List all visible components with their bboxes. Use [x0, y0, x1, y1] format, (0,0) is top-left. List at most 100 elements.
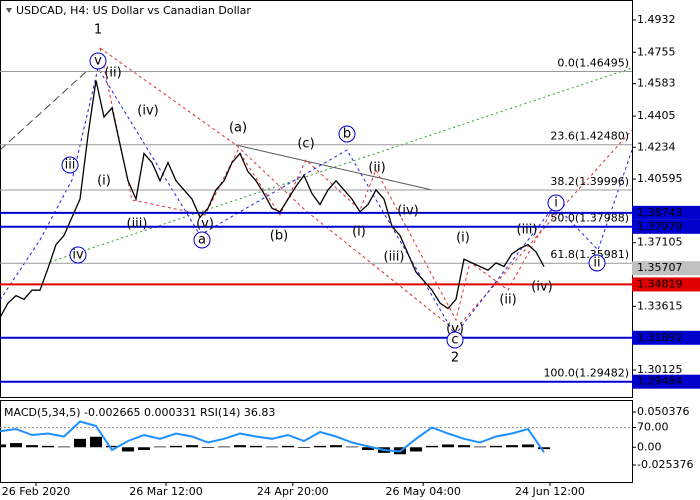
macd-bar — [0, 444, 6, 448]
wave-label: (ii) — [368, 161, 385, 176]
wave-label: b — [343, 127, 351, 142]
wave-label: a — [198, 233, 206, 248]
price-level-label: 1.31892 — [637, 331, 683, 344]
macd-bar — [474, 446, 486, 448]
wave-label: (v) — [196, 217, 214, 232]
macd-bar — [42, 445, 54, 448]
y-tick-label: 1.37105 — [637, 236, 683, 249]
price-level-box — [632, 205, 700, 220]
fib-label: 100.0(1.29482) — [543, 367, 629, 380]
y-tick-label: 1.4583 — [637, 77, 676, 90]
price-line — [0, 420, 545, 453]
wave-label: (iv) — [397, 204, 418, 219]
indicator-frame — [0, 400, 633, 483]
wave-label: i — [554, 196, 558, 211]
y-tick-label: 1.4932 — [637, 13, 676, 26]
wave-label: (b) — [270, 229, 288, 244]
fib-label: 50.0(1.37988) — [550, 212, 629, 225]
macd-bar — [538, 447, 550, 450]
wave-label: (i) — [97, 174, 111, 189]
wave-label: iv — [72, 248, 84, 263]
price-level-label: 1.38743 — [637, 206, 683, 219]
macd-bar — [10, 443, 22, 448]
wave-label: (iii) — [517, 223, 538, 238]
wave-circle — [69, 246, 87, 264]
wave-circle — [193, 231, 211, 249]
macd-bar — [298, 447, 310, 448]
wave-circle — [547, 194, 565, 212]
price-line — [0, 80, 545, 318]
y-tick-label: 1.40595 — [637, 172, 683, 185]
x-tick-label: 24 Jun 12:00 — [515, 485, 585, 498]
macd-bar — [138, 447, 150, 451]
wave-label: (i) — [456, 231, 470, 246]
price-level-label: 1.34819 — [637, 277, 683, 290]
indicator-title: MACD(5,34,5) -0.002665 0.000331 RSI(14) … — [4, 406, 275, 419]
macd-bar — [490, 445, 502, 448]
macd-bar — [506, 445, 518, 448]
macd-bar — [282, 445, 294, 448]
wave-label: c — [451, 333, 458, 348]
macd-bar — [218, 446, 230, 448]
y-tick-label: 1.4755 — [637, 45, 676, 58]
macd-bar — [74, 438, 86, 448]
wave-circle — [61, 156, 79, 174]
macd-bar — [346, 446, 358, 448]
y-tick-label: 1.33615 — [637, 299, 683, 312]
wave-label: (v) — [446, 322, 464, 337]
wave-label: (a) — [229, 121, 247, 136]
y-tick-label: 1.4234 — [637, 140, 676, 153]
wave-label: ii — [593, 256, 600, 271]
price-level-label: 1.37979 — [637, 220, 683, 233]
macd-bar — [362, 447, 374, 451]
wave-label: (ii) — [499, 293, 516, 308]
price-level-box — [632, 330, 700, 345]
macd-bar — [522, 444, 534, 448]
wave-label: 2 — [451, 351, 459, 366]
macd-bar — [186, 445, 198, 448]
main-frame — [0, 0, 633, 398]
wave-label: (ii) — [104, 66, 121, 81]
chart-title: USDCAD, H4: US Dollar vs Canadian Dollar — [16, 4, 251, 17]
y2-tick-label: 0.050376 — [637, 405, 690, 418]
macd-bar — [330, 445, 342, 448]
trend-line — [235, 144, 433, 191]
y-tick-label: 70.00 — [637, 421, 669, 434]
wave-circle — [338, 125, 356, 143]
price-level-label: 1.29484 — [637, 375, 683, 388]
wave-circle — [89, 52, 107, 70]
macd-bar — [458, 445, 470, 448]
price-level-box — [632, 374, 700, 389]
wave-label: (i) — [352, 225, 366, 240]
wave-label: iii — [65, 158, 76, 173]
x-tick-label: 26 May 04:00 — [385, 485, 460, 498]
y-tick-label: 1.30125 — [637, 363, 683, 376]
symbol-icon — [6, 8, 12, 13]
last-price-box — [632, 261, 700, 276]
x-tick-label: 26 Mar 12:00 — [129, 485, 202, 498]
x-tick-label: 26 Feb 2020 — [2, 485, 70, 498]
price-level-box — [632, 277, 700, 292]
macd-bar — [314, 445, 326, 448]
macd-bar — [266, 446, 278, 448]
wave-path — [99, 47, 633, 331]
macd-bar — [154, 446, 166, 448]
macd-bar — [442, 444, 454, 448]
price-level-box — [632, 219, 700, 234]
macd-bar — [106, 445, 118, 448]
wave-label: (iii) — [384, 250, 405, 265]
wave-circle — [446, 331, 464, 349]
wave-circle — [588, 254, 606, 272]
trend-line — [0, 69, 89, 151]
trend-line — [49, 67, 633, 263]
macd-bar — [234, 445, 246, 448]
wave-label: 1 — [94, 23, 102, 38]
wave-path — [0, 66, 633, 336]
y2-tick-label: 0.00 — [637, 440, 662, 453]
macd-bar — [26, 445, 38, 448]
fib-label: 0.0(1.46495) — [557, 57, 629, 70]
wave-label: (iii) — [127, 217, 148, 232]
last-price-label: 1.35707 — [637, 261, 683, 274]
